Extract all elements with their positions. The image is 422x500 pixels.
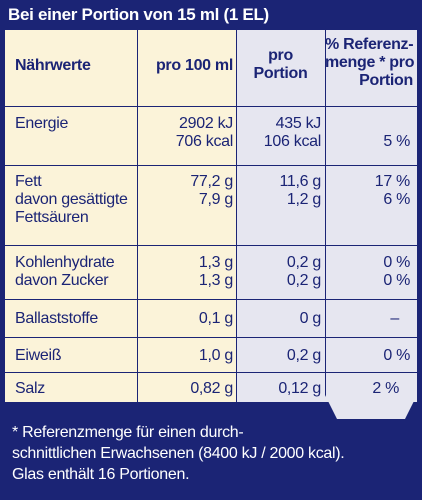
footnote-line3: Glas enthält 16 Portionen. bbox=[12, 466, 190, 483]
row-energie-ref: 5 % bbox=[383, 133, 410, 150]
row-ballaststoffe-label: Ballaststoffe bbox=[15, 310, 98, 327]
header-ref-line2: menge * pro bbox=[325, 54, 415, 71]
row-ballaststoffe-p100: 0,1 g bbox=[198, 310, 233, 327]
row-salz-ref: 2 % bbox=[372, 380, 399, 397]
row-divider bbox=[5, 106, 417, 107]
row-zucker-ref: 0 % bbox=[383, 272, 410, 289]
row-ballaststoffe-portion: 0 g bbox=[299, 310, 322, 327]
row-salz-label: Salz bbox=[15, 380, 45, 397]
serving-header: Bei einer Portion von 15 ml (1 EL) bbox=[8, 5, 269, 24]
row-zucker-portion: 0,2 g bbox=[286, 272, 321, 289]
row-kohlenhydrate-label: Kohlenhydrate bbox=[15, 254, 115, 271]
header-per-100ml: pro 100 ml bbox=[155, 57, 233, 74]
row-fett-p100: 77,2 g bbox=[190, 173, 233, 190]
portion-columns-background bbox=[236, 30, 417, 402]
row-fett-portion: 11,6 g bbox=[279, 173, 322, 190]
row-divider bbox=[5, 165, 417, 166]
column-divider bbox=[137, 30, 138, 402]
row-gesaettigt-ref: 6 % bbox=[383, 191, 410, 208]
row-zucker-p100: 1,3 g bbox=[198, 272, 233, 289]
row-kohlenhydrate-p100: 1,3 g bbox=[198, 254, 233, 271]
row-energie-portion-kcal: 106 kcal bbox=[263, 133, 322, 150]
row-fett-ref: 17 % bbox=[374, 173, 411, 190]
header-portion-line2: Portion bbox=[253, 65, 308, 82]
chevron-tab-shape bbox=[325, 395, 417, 419]
header-naehrwerte: Nährwerte bbox=[15, 57, 91, 74]
column-divider bbox=[236, 30, 237, 402]
nutrition-table: Nährwerte pro 100 ml pro Portion % Refer… bbox=[5, 30, 417, 402]
row-gesaettigt-p100: 7,9 g bbox=[198, 191, 233, 208]
row-ballaststoffe-ref: – bbox=[390, 310, 399, 327]
column-divider bbox=[325, 30, 326, 402]
row-energie-label: Energie bbox=[15, 115, 69, 132]
row-salz-p100: 0,82 g bbox=[190, 380, 233, 397]
row-kohlenhydrate-ref: 0 % bbox=[383, 254, 410, 271]
footnote-line1: * Referenzmenge für einen durch- bbox=[12, 424, 244, 441]
row-gesaettigt-label-line2: Fettsäuren bbox=[15, 209, 89, 226]
row-energie-portion-kj: 435 kJ bbox=[275, 115, 322, 132]
row-gesaettigt-portion: 1,2 g bbox=[286, 191, 321, 208]
row-divider bbox=[5, 245, 417, 246]
row-kohlenhydrate-portion: 0,2 g bbox=[286, 254, 321, 271]
row-divider bbox=[5, 299, 417, 300]
row-zucker-label: davon Zucker bbox=[15, 272, 109, 289]
row-eiweiss-label: Eiweiß bbox=[15, 347, 62, 364]
footnote-line2: schnittlichen Erwachsenen (8400 kJ / 200… bbox=[12, 445, 345, 462]
row-fett-label: Fett bbox=[15, 173, 42, 190]
header-ref-line3: Portion bbox=[359, 72, 413, 89]
row-divider bbox=[5, 337, 417, 338]
row-eiweiss-p100: 1,0 g bbox=[198, 347, 233, 364]
header-portion-line1: pro bbox=[268, 47, 293, 64]
footnote: * Referenzmenge für einen durch- schnitt… bbox=[0, 402, 422, 500]
row-energie-p100-kj: 2902 kJ bbox=[179, 115, 233, 132]
row-energie-p100-kcal: 706 kcal bbox=[175, 133, 234, 150]
row-eiweiss-portion: 0,2 g bbox=[286, 347, 321, 364]
row-eiweiss-ref: 0 % bbox=[383, 347, 410, 364]
row-salz-portion: 0,12 g bbox=[278, 380, 321, 397]
row-gesaettigt-label-line1: davon gesättigte bbox=[15, 191, 128, 208]
row-divider bbox=[5, 372, 417, 373]
header-ref-line1: % Referenz- bbox=[325, 36, 414, 53]
